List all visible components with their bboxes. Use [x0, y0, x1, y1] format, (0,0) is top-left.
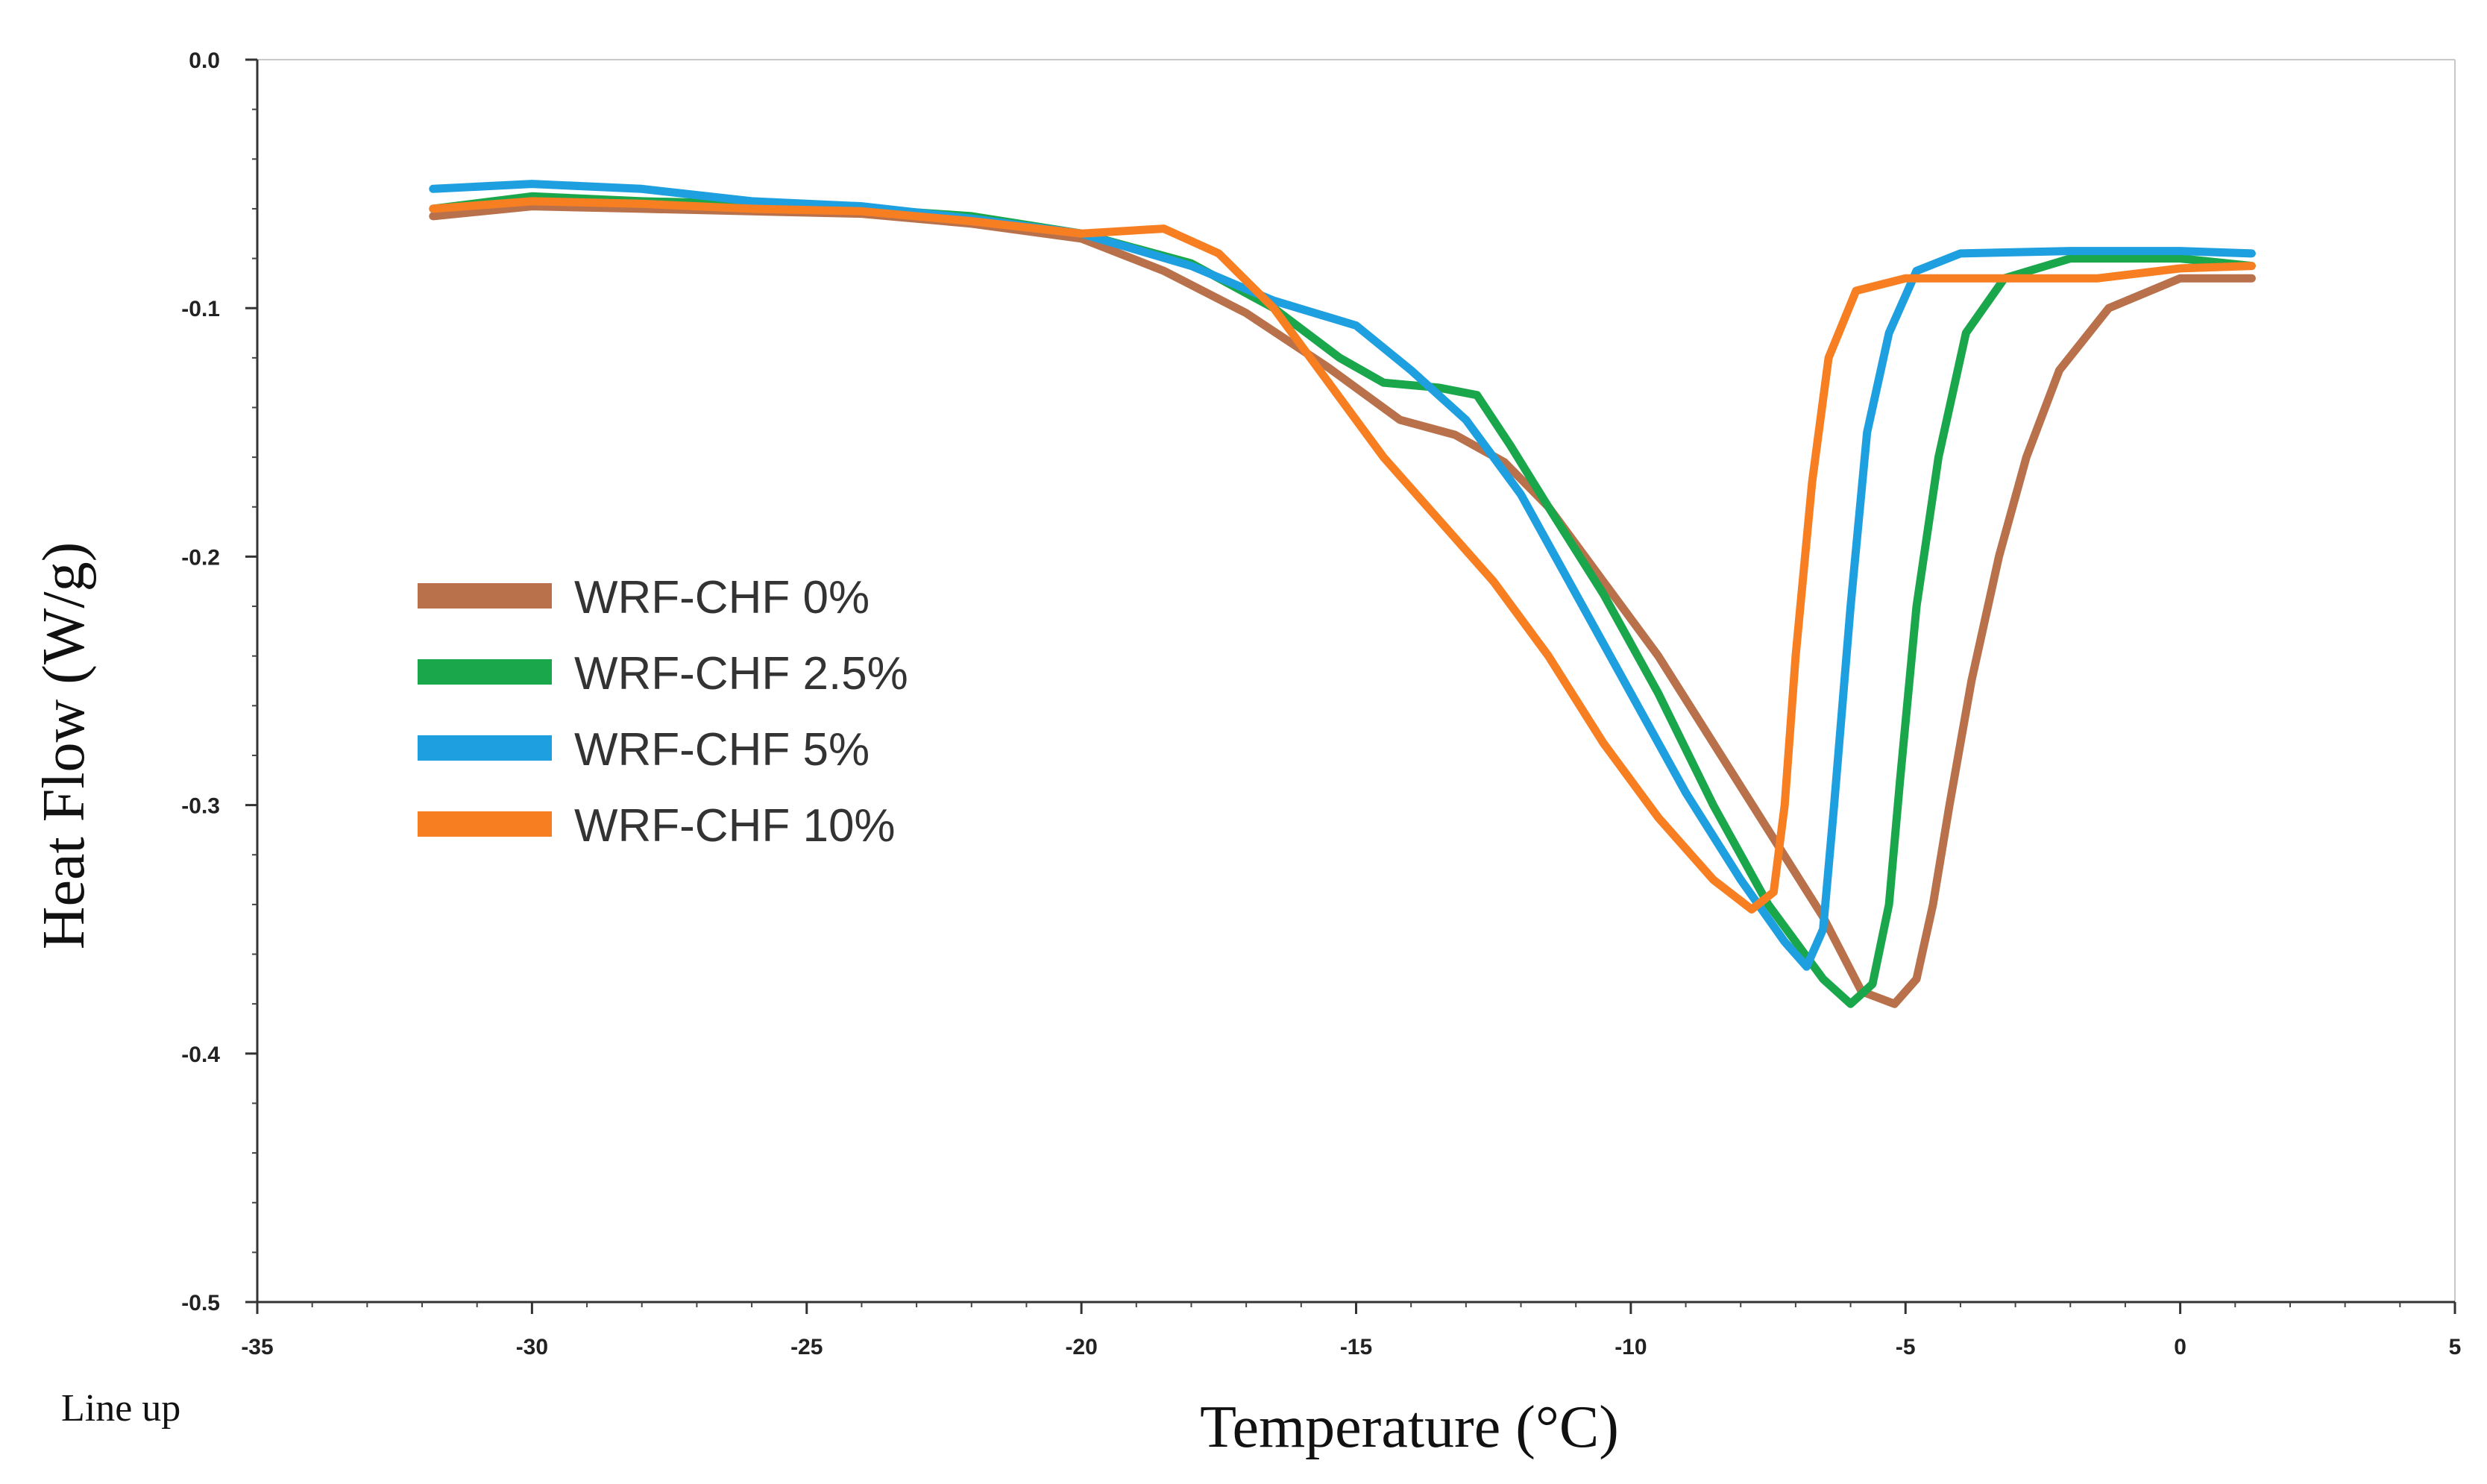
- x-tick-label: 5: [2449, 1335, 2462, 1359]
- legend: WRF-CHF 0% WRF-CHF 2.5% WRF-CHF 5% WRF-C…: [418, 572, 908, 852]
- legend-item-1: WRF-CHF 2.5%: [418, 648, 908, 699]
- series-line-3: [429, 197, 2256, 914]
- axis-ticks: -35 -30 -25 -20 -15 -10 -5 0 5 0.0 -0.1 -0.2 -0.3 -0.…: [181, 48, 2461, 1359]
- legend-label-3: WRF-CHF 10%: [574, 800, 896, 852]
- x-tick-label: -30: [516, 1335, 548, 1359]
- x-tick-label: -15: [1340, 1335, 1372, 1359]
- footnote-text: Line up: [61, 1387, 180, 1430]
- legend-item-2: WRF-CHF 5%: [418, 724, 870, 776]
- x-axis-title: Temperature (°C): [1200, 1395, 1619, 1460]
- x-tick-label: -5: [1896, 1335, 1916, 1359]
- x-tick-label: -10: [1614, 1335, 1647, 1359]
- legend-swatch-2: [418, 735, 552, 761]
- legend-swatch-1: [418, 659, 552, 685]
- y-tick-label: -0.1: [181, 297, 220, 321]
- legend-swatch-3: [418, 811, 552, 837]
- legend-item-0: WRF-CHF 0%: [418, 572, 870, 623]
- legend-label-0: WRF-CHF 0%: [574, 572, 870, 623]
- legend-label-2: WRF-CHF 5%: [574, 724, 870, 776]
- y-tick-label: -0.4: [181, 1043, 220, 1067]
- legend-item-3: WRF-CHF 10%: [418, 800, 896, 852]
- y-tick-label: -0.5: [181, 1291, 220, 1315]
- y-tick-label: 0.0: [189, 48, 220, 73]
- y-tick-label: -0.3: [181, 794, 220, 819]
- y-tick-label: -0.2: [181, 545, 220, 570]
- x-tick-label: -20: [1065, 1335, 1097, 1359]
- x-tick-label: 0: [2174, 1335, 2186, 1359]
- series-layer: [429, 180, 2256, 1008]
- legend-swatch-0: [418, 583, 552, 609]
- legend-label-1: WRF-CHF 2.5%: [574, 648, 908, 699]
- x-tick-label: -35: [241, 1335, 273, 1359]
- y-axis-title: Heat Flow (W/g): [31, 542, 97, 950]
- x-tick-label: -25: [790, 1335, 823, 1359]
